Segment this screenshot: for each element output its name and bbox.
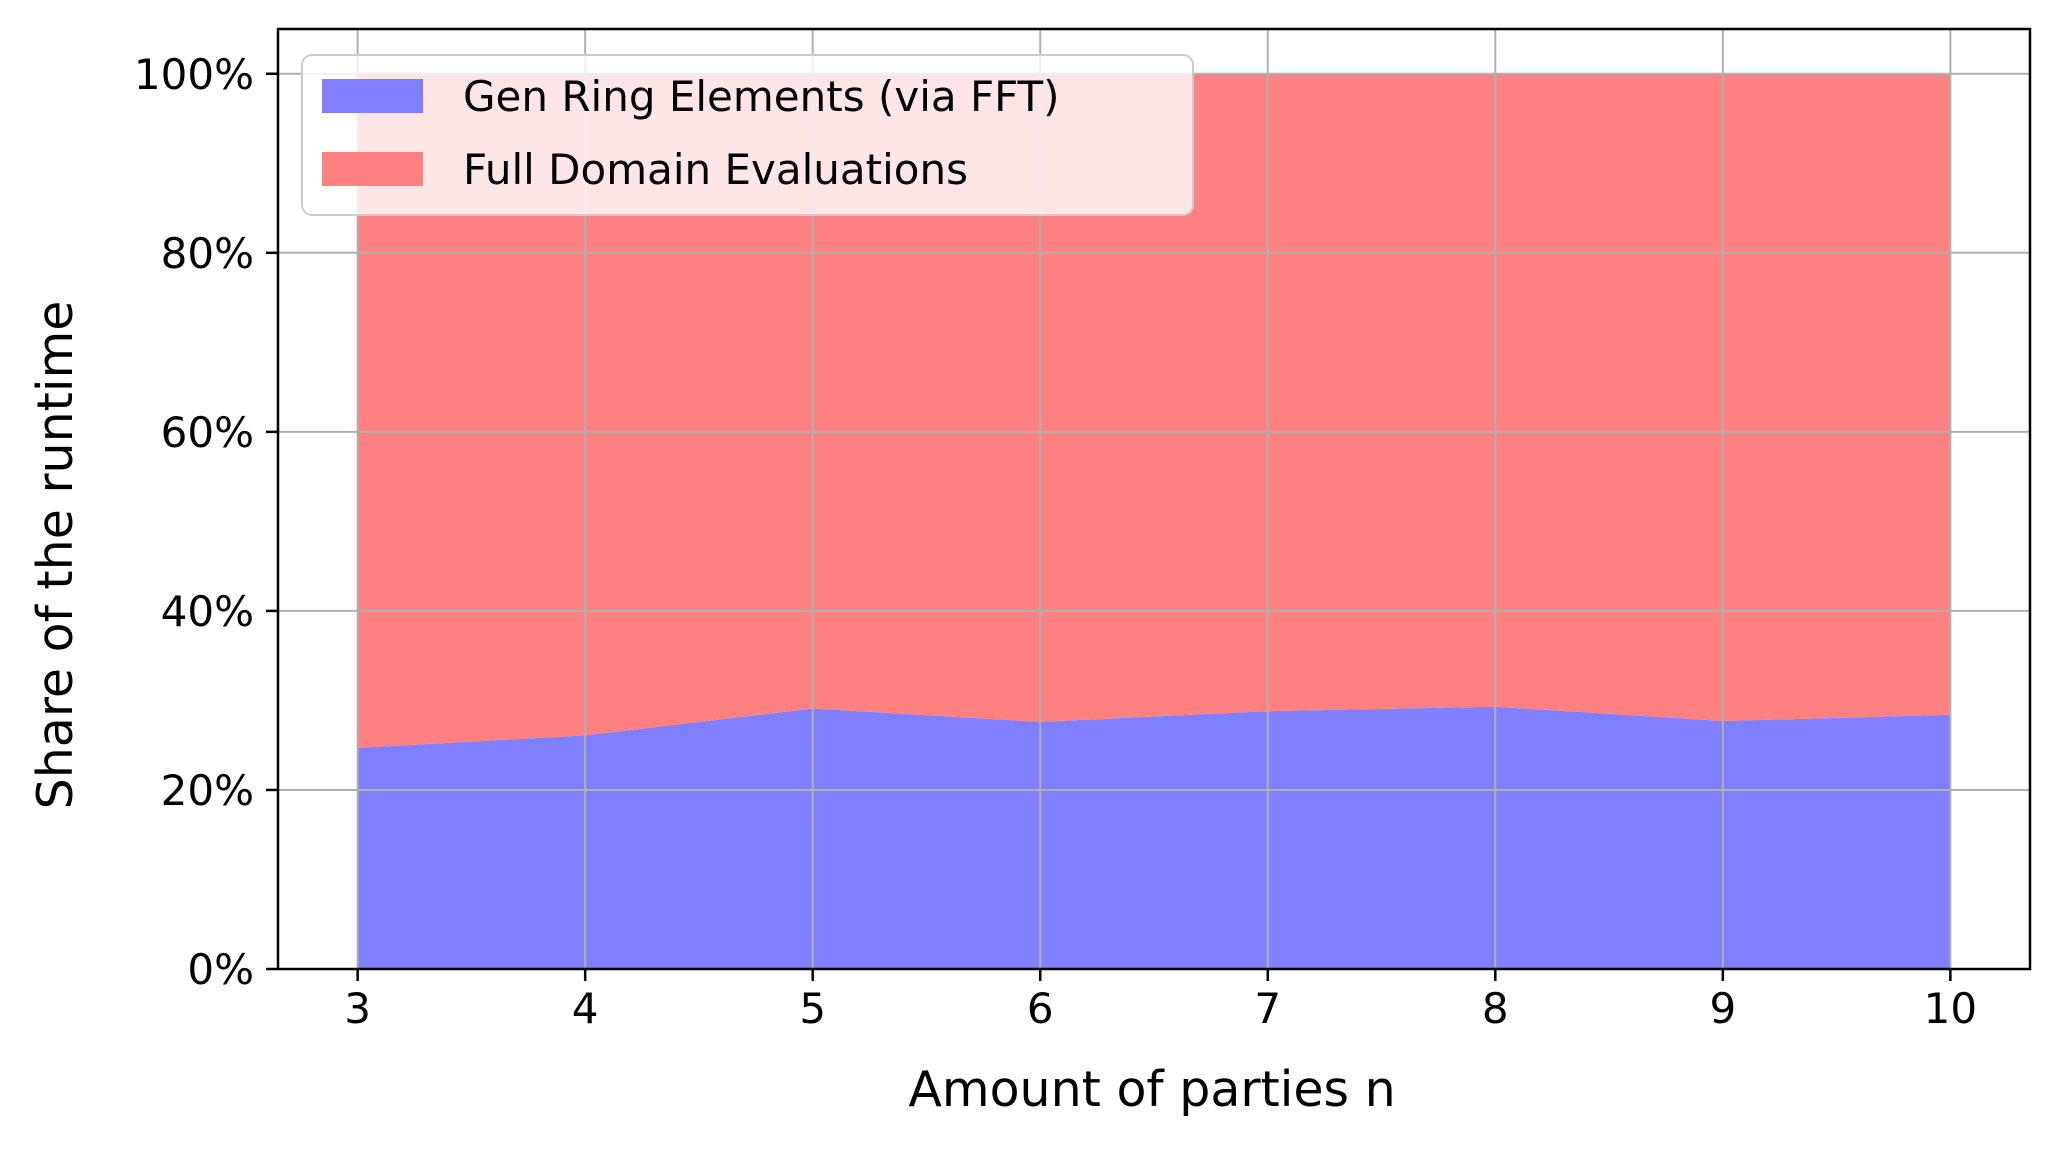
x-tick-label-5: 5	[799, 984, 826, 1033]
y-tick-label-20: 20%	[161, 766, 254, 815]
y-tick-label-40: 40%	[161, 587, 254, 636]
legend: Gen Ring Elements (via FFT) Full Domain …	[301, 54, 1194, 216]
legend-label-gen-ring-elements: Gen Ring Elements (via FFT)	[463, 72, 1060, 121]
legend-frame	[301, 54, 1194, 216]
y-tick-label-60: 60%	[161, 408, 254, 457]
plot-frame	[276, 27, 2032, 971]
x-tick-label-4: 4	[572, 984, 599, 1033]
x-axis-label: Amount of parties n	[908, 1061, 1395, 1118]
grid-layer	[278, 29, 2030, 970]
y-tick-label-0: 0%	[187, 945, 254, 994]
y-tick-label-100: 100%	[134, 50, 254, 99]
legend-swatch-full-domain-evaluations	[322, 152, 423, 186]
axes-layer	[276, 27, 2032, 971]
x-tick-label-8: 8	[1482, 984, 1509, 1033]
x-tick-label-10: 10	[1924, 984, 1977, 1033]
x-tick-label-6: 6	[1027, 984, 1054, 1033]
x-tick-label-7: 7	[1254, 984, 1281, 1033]
y-tick-label-80: 80%	[161, 229, 254, 278]
legend-label-full-domain-evaluations: Full Domain Evaluations	[463, 145, 968, 194]
legend-swatch-gen-ring-elements	[322, 79, 423, 113]
x-tick-label-9: 9	[1709, 984, 1736, 1033]
x-tick-label-3: 3	[344, 984, 371, 1033]
ticks-layer: 3 4 5 6 7 8 9 100%20%40%60%80%100%	[134, 50, 1977, 1033]
area-full-domain-evaluations	[357, 73, 1951, 748]
area-gen-ring-elements-via-fft	[357, 706, 1951, 969]
y-axis-label: Share of the runtime	[27, 301, 84, 810]
areas-layer	[357, 73, 1951, 969]
